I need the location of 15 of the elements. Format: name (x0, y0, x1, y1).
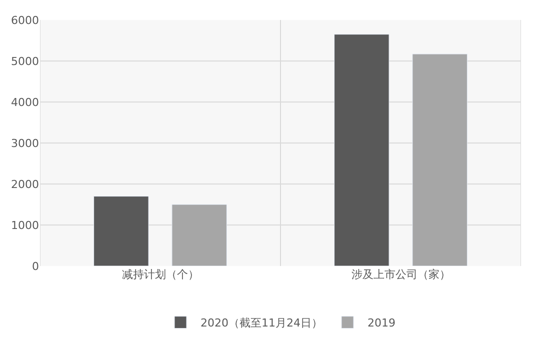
bar (172, 204, 227, 266)
x-tick-label: 减持计划（个） (122, 268, 199, 281)
y-tick-label: 0 (32, 260, 39, 273)
bar (412, 54, 468, 266)
y-tick-label: 4000 (11, 96, 39, 109)
legend-label: 2019 (368, 316, 396, 330)
y-tick-label: 3000 (11, 136, 39, 150)
bar (334, 34, 390, 266)
y-tick-label: 2000 (11, 178, 39, 191)
legend-label: 2020（截至11月24日） (200, 316, 322, 330)
y-tick-label: 1000 (11, 218, 39, 232)
y-tick-label: 5000 (11, 54, 39, 68)
y-tick-label: 6000 (11, 14, 39, 27)
bar (94, 196, 149, 266)
x-tick-label: 涉及上市公司（家） (351, 268, 450, 281)
